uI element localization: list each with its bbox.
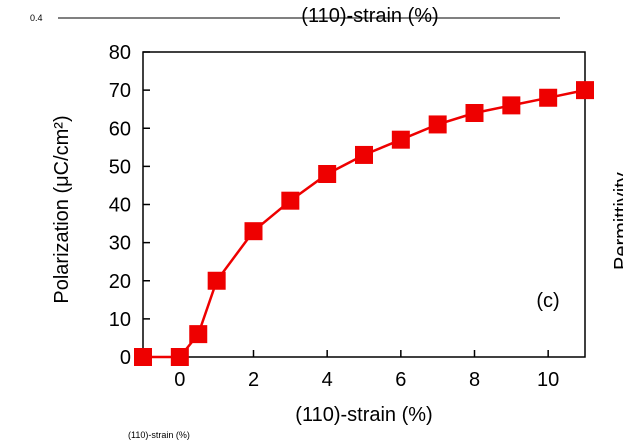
y-tick-label: 20 — [109, 271, 131, 293]
x-axis-title: (110)-strain (%) — [295, 404, 432, 426]
x-tick-label: 2 — [248, 369, 259, 391]
data-point — [244, 222, 263, 241]
y-tick-label: 30 — [109, 233, 131, 255]
y-tick-label: 80 — [109, 42, 131, 64]
data-point — [428, 115, 447, 134]
data-point — [391, 130, 410, 149]
panel-label: (c) — [536, 290, 559, 312]
y-tick-label: 40 — [109, 195, 131, 217]
top-xlabel-fragment: (110)-strain (%) — [301, 5, 438, 27]
x-axis: 0 2 4 6 8 10 — [174, 350, 559, 391]
top-panel-fragment: 0.4 (110)-strain (%) — [30, 5, 560, 27]
y-tick-label: 70 — [109, 80, 131, 102]
data-point — [134, 348, 152, 366]
x-tick-label: 10 — [537, 369, 559, 391]
y-tick-label: 10 — [109, 309, 131, 331]
y-axis-title: Polarization (μC/cm²) — [51, 115, 73, 303]
data-point — [207, 271, 226, 290]
y-tick-label: 50 — [109, 156, 131, 178]
data-point — [170, 348, 189, 366]
y-axis: 0 10 20 30 40 50 60 70 80 — [109, 42, 150, 369]
right-ylabel-fragment: Permittivity — [611, 172, 623, 270]
data-point — [281, 191, 300, 210]
x-tick-label: 8 — [469, 369, 480, 391]
x-tick-label: 4 — [322, 369, 333, 391]
x-tick-label: 0 — [174, 369, 185, 391]
x-tick-label: 6 — [395, 369, 406, 391]
bottom-fragment: (110)-strain (%) — [128, 430, 190, 440]
data-point — [318, 165, 337, 183]
y-tick-label: 60 — [109, 118, 131, 140]
top-left-tick-fragment: 0.4 — [30, 13, 43, 23]
data-point — [189, 325, 208, 344]
data-point — [539, 88, 558, 107]
series-markers — [134, 81, 594, 366]
data-point — [576, 81, 594, 100]
data-point — [355, 145, 373, 164]
y-tick-label: 0 — [120, 347, 131, 369]
data-point — [465, 104, 484, 122]
data-point — [502, 96, 521, 115]
series-line — [143, 88, 586, 359]
